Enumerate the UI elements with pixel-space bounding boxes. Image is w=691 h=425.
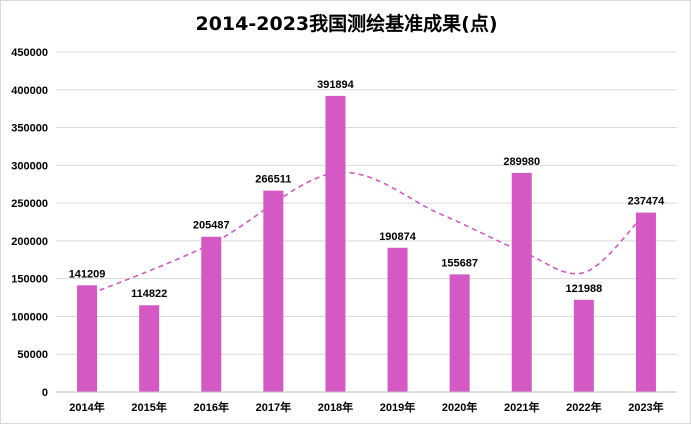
x-tick-label: 2019年 <box>380 400 415 414</box>
data-label: 141209 <box>69 268 106 280</box>
x-tick-label: 2021年 <box>504 400 539 414</box>
data-label: 266511 <box>255 174 291 186</box>
y-tick-label: 350000 <box>11 123 48 135</box>
y-tick-label: 450000 <box>11 47 48 59</box>
y-tick-label: 150000 <box>11 274 48 286</box>
y-tick-label: 250000 <box>11 198 48 210</box>
data-label: 121988 <box>565 283 602 295</box>
x-tick-label: 2018年 <box>318 400 353 414</box>
bar <box>511 172 532 392</box>
y-tick-label: 400000 <box>11 85 48 97</box>
data-label: 155687 <box>441 257 478 269</box>
chart-title: 2014-2023我国测绘基准成果(点) <box>195 13 498 35</box>
x-tick-label: 2017年 <box>256 400 291 414</box>
bar <box>635 212 656 392</box>
y-tick-label: 100000 <box>11 311 48 323</box>
bar <box>201 236 222 392</box>
y-tick-label: 50000 <box>17 349 48 361</box>
data-label: 289980 <box>503 156 540 168</box>
y-tick-label: 200000 <box>11 236 48 248</box>
bar <box>449 274 470 392</box>
bar <box>573 299 594 392</box>
data-label: 190874 <box>379 231 417 243</box>
data-label: 205487 <box>193 220 230 232</box>
x-tick-label: 2022年 <box>566 400 601 414</box>
x-tick-label: 2020年 <box>442 400 477 414</box>
x-tick-label: 2023年 <box>628 400 663 414</box>
data-label: 391894 <box>317 79 355 91</box>
x-tick-label: 2015年 <box>131 400 166 414</box>
data-label: 114822 <box>131 288 167 300</box>
x-tick-label: 2014年 <box>69 400 104 414</box>
y-tick-label: 300000 <box>11 160 48 172</box>
bar <box>387 247 408 392</box>
x-tick-label: 2016年 <box>194 400 229 414</box>
data-label: 237474 <box>628 196 666 208</box>
bar <box>77 285 98 392</box>
trend-line <box>82 171 642 298</box>
bar <box>263 190 284 392</box>
y-tick-label: 0 <box>42 387 48 399</box>
bar <box>325 95 346 392</box>
bar <box>139 305 160 392</box>
